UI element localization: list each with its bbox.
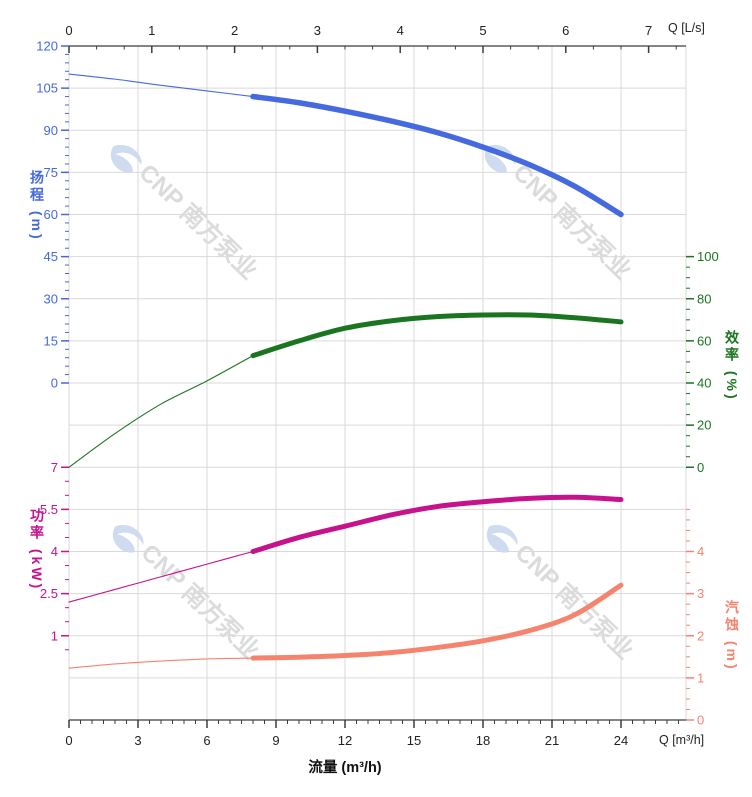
- axis-power: 7 5.5 4 2.5 1: [40, 460, 69, 651]
- svg-text:7: 7: [51, 460, 58, 475]
- svg-text:3: 3: [314, 23, 321, 38]
- svg-text:15: 15: [44, 333, 58, 348]
- axis-bottom: 0 3 6 9 12 15 18 21 24: [65, 719, 686, 748]
- watermark-text: CNP 南方泵业: [136, 538, 265, 664]
- curve-head-thin: [68, 73, 254, 98]
- cnp-logo-icon: [112, 524, 144, 553]
- svg-text:21: 21: [545, 733, 559, 748]
- curve-npsh: [68, 582, 624, 669]
- watermark-text: CNP 南方泵业: [134, 158, 263, 284]
- watermark: CNP 南方泵业 CNP 南方泵业 CNP 南方泵业 CNP 南方泵业: [110, 144, 639, 665]
- axis-head: 120 105 90 75 60 45 30 15 0: [36, 39, 69, 391]
- svg-text:15: 15: [407, 733, 421, 748]
- svg-text:1: 1: [697, 670, 704, 685]
- watermark-item: CNP 南方泵业: [112, 524, 265, 665]
- svg-text:105: 105: [36, 81, 58, 96]
- svg-text:120: 120: [36, 39, 58, 54]
- svg-text:30: 30: [44, 291, 58, 306]
- curve-npsh-thick: [250, 582, 624, 661]
- axis-npsh: 4 3 2 1 0: [686, 508, 704, 728]
- watermark-text: CNP 南方泵业: [510, 538, 639, 664]
- svg-text:18: 18: [476, 733, 490, 748]
- svg-text:80: 80: [697, 291, 711, 306]
- svg-text:12: 12: [338, 733, 352, 748]
- head-axis-title: 扬程 (m): [29, 170, 45, 242]
- svg-text:5.5: 5.5: [40, 502, 58, 517]
- efficiency-axis-title: 效率 (%): [724, 330, 740, 402]
- svg-text:4: 4: [397, 23, 404, 38]
- svg-text:60: 60: [697, 333, 711, 348]
- svg-text:3: 3: [697, 586, 704, 601]
- curve-efficiency: [68, 312, 624, 468]
- svg-text:2: 2: [697, 628, 704, 643]
- curve-head: [68, 73, 624, 218]
- svg-text:45: 45: [44, 249, 58, 264]
- svg-text:7: 7: [645, 23, 652, 38]
- svg-text:5: 5: [479, 23, 486, 38]
- svg-text:2.5: 2.5: [40, 586, 58, 601]
- curve-power-thick: [250, 494, 624, 554]
- curve-efficiency-thick: [250, 312, 624, 359]
- curve-head-thick: [250, 93, 624, 218]
- cnp-logo-icon: [110, 144, 142, 173]
- svg-text:90: 90: [44, 123, 58, 138]
- power-axis-title: 功率 (kW): [29, 508, 45, 592]
- svg-text:20: 20: [697, 418, 711, 433]
- npsh-axis-title: 汽蚀 (m): [724, 600, 740, 672]
- svg-text:60: 60: [44, 207, 58, 222]
- curve-efficiency-thin: [68, 355, 254, 468]
- svg-text:9: 9: [272, 733, 279, 748]
- svg-text:2: 2: [231, 23, 238, 38]
- svg-text:4: 4: [51, 544, 58, 559]
- axis-efficiency: 100 80 60 40 20 0: [686, 249, 719, 475]
- svg-text:1: 1: [148, 23, 155, 38]
- svg-text:4: 4: [697, 544, 704, 559]
- curve-power: [68, 494, 624, 603]
- bottom-axis-unit-label: Q [m³/h]: [659, 733, 705, 747]
- cnp-logo-icon: [486, 524, 518, 553]
- svg-text:6: 6: [562, 23, 569, 38]
- svg-text:0: 0: [65, 733, 72, 748]
- watermark-text: CNP 南方泵业: [508, 158, 637, 284]
- curve-npsh-thin: [68, 657, 254, 669]
- axis-top: 0 1 2 3 4 5 6 7: [65, 23, 686, 53]
- svg-text:1: 1: [51, 628, 58, 643]
- svg-text:0: 0: [697, 713, 704, 728]
- svg-text:40: 40: [697, 376, 711, 391]
- svg-text:3: 3: [134, 733, 141, 748]
- top-axis-unit-label: Q [L/s]: [668, 21, 705, 35]
- svg-text:100: 100: [697, 249, 719, 264]
- curve-power-thin: [68, 550, 254, 603]
- svg-text:0: 0: [697, 460, 704, 475]
- svg-text:0: 0: [51, 376, 58, 391]
- svg-text:0: 0: [65, 23, 72, 38]
- watermark-item: CNP 南方泵业: [110, 144, 263, 285]
- svg-text:6: 6: [203, 733, 210, 748]
- svg-text:24: 24: [614, 733, 628, 748]
- svg-text:75: 75: [44, 165, 58, 180]
- flow-axis-title: 流量 (m³/h): [308, 760, 382, 776]
